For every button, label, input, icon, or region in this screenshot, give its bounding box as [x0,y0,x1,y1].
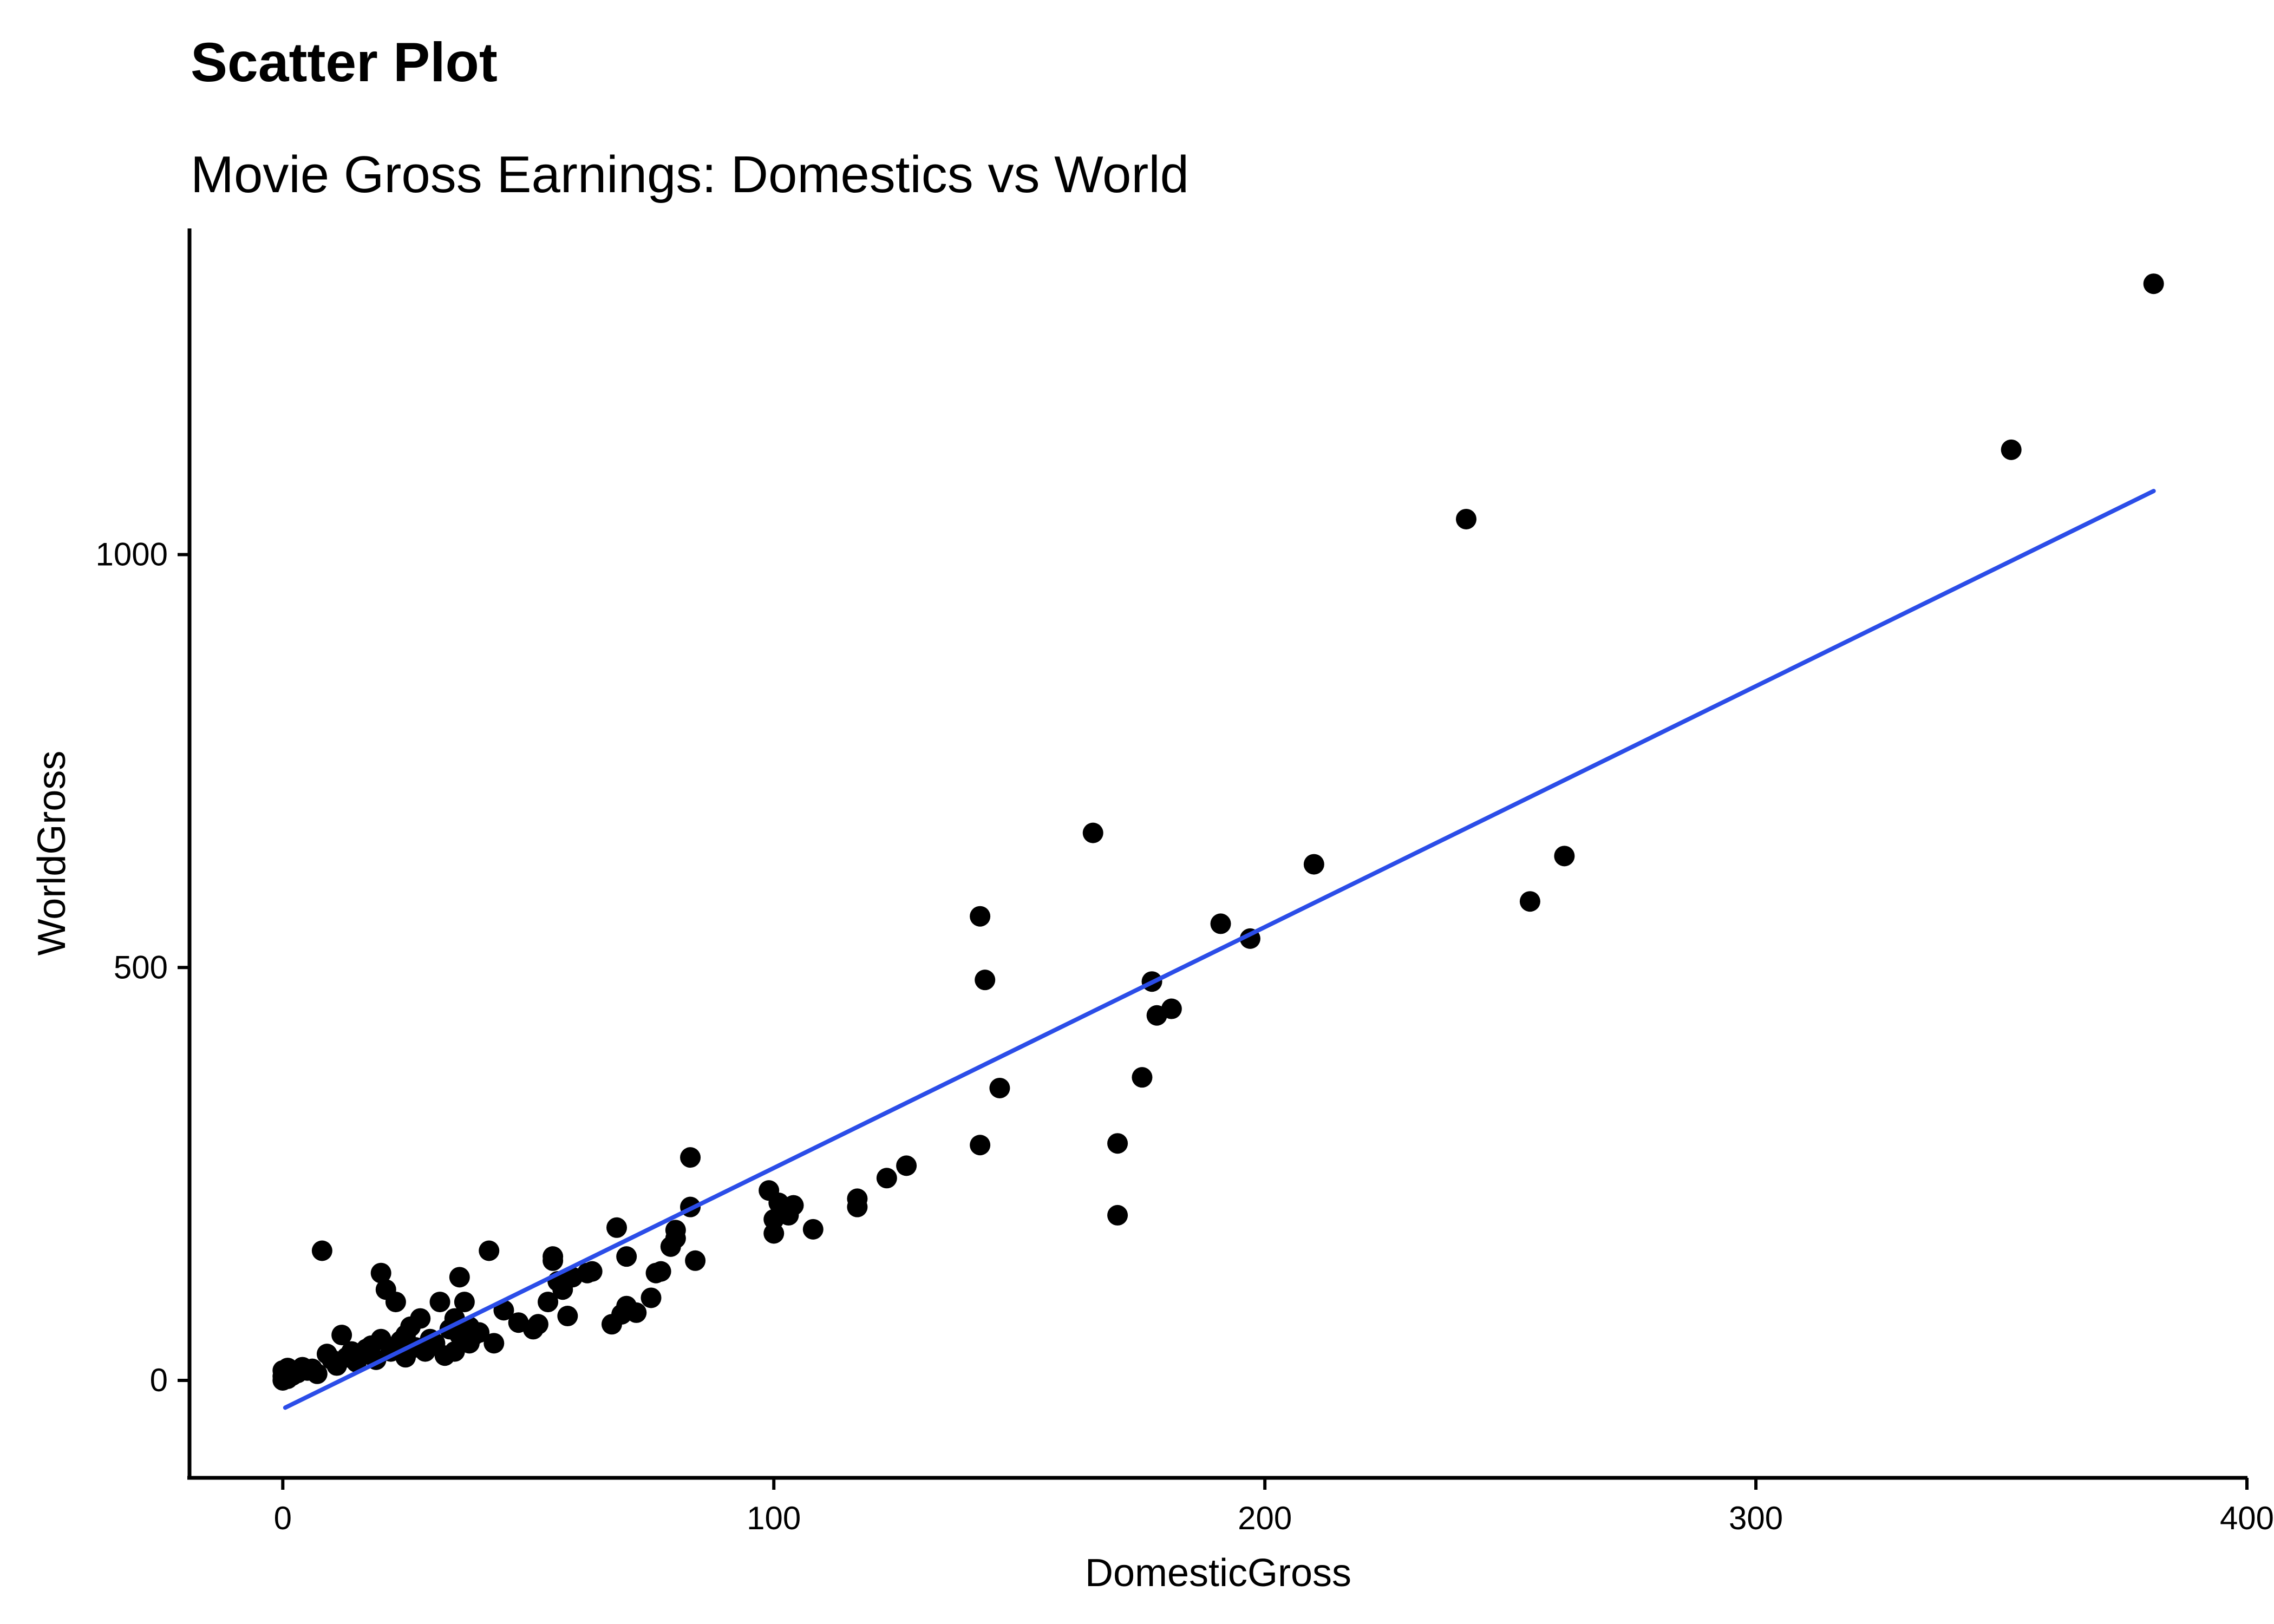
data-point [306,1363,328,1384]
data-point [1107,1204,1128,1226]
data-point [370,1262,391,1284]
data-points [272,273,2164,1391]
data-point [970,906,991,927]
data-point [543,1246,564,1267]
x-tick-label: 300 [1729,1500,1783,1536]
data-point [847,1196,868,1217]
data-point [989,1077,1010,1098]
data-point [876,1168,897,1189]
data-point [483,1333,505,1354]
data-point [385,1292,406,1313]
data-point [479,1240,500,1261]
data-point [1107,1133,1128,1154]
data-point [454,1292,475,1313]
trend-line [283,489,2156,1410]
x-tick-label: 400 [2220,1500,2274,1536]
data-point [783,1195,804,1216]
x-axis-ticks: 0 100 200 300 400 [274,1478,2274,1536]
data-point [1082,822,1103,843]
data-point [626,1302,647,1323]
data-point [896,1155,917,1176]
y-axis-ticks: 0 500 1000 [96,536,190,1398]
data-point [1210,913,1231,934]
data-point [2001,439,2022,460]
data-point [429,1292,450,1313]
data-point [665,1228,686,1249]
x-axis-title: DomesticGross [1085,1551,1351,1595]
x-tick-label: 0 [274,1500,292,1536]
data-point [311,1240,332,1261]
y-tick-label: 500 [114,949,168,985]
data-point [606,1217,628,1238]
data-point [1455,508,1476,529]
data-point [1132,1067,1153,1088]
x-tick-label: 100 [747,1500,801,1536]
data-point [975,970,996,991]
data-point [527,1314,548,1335]
data-point [685,1250,706,1271]
data-point [616,1246,637,1267]
data-point [538,1292,559,1313]
data-point [331,1325,352,1346]
y-tick-label: 1000 [96,536,168,573]
data-point [449,1267,470,1288]
y-axis-title: WorldGross [30,751,74,956]
data-point [1554,846,1575,867]
data-point [1303,854,1324,875]
data-point [469,1322,490,1343]
data-point [970,1135,991,1156]
data-point [802,1219,824,1240]
data-point [1519,891,1540,912]
x-tick-label: 200 [1238,1500,1292,1536]
chart-title: Scatter Plot [191,31,498,93]
data-point [650,1261,671,1282]
data-point [2143,273,2164,294]
data-point [410,1308,431,1329]
data-point [641,1287,662,1308]
y-tick-label: 0 [150,1362,168,1398]
data-point [581,1261,603,1282]
data-point [1161,998,1182,1019]
chart-subtitle: Movie Gross Earnings: Domestics vs World [191,146,1189,204]
data-point [557,1306,578,1327]
data-point [680,1147,701,1168]
